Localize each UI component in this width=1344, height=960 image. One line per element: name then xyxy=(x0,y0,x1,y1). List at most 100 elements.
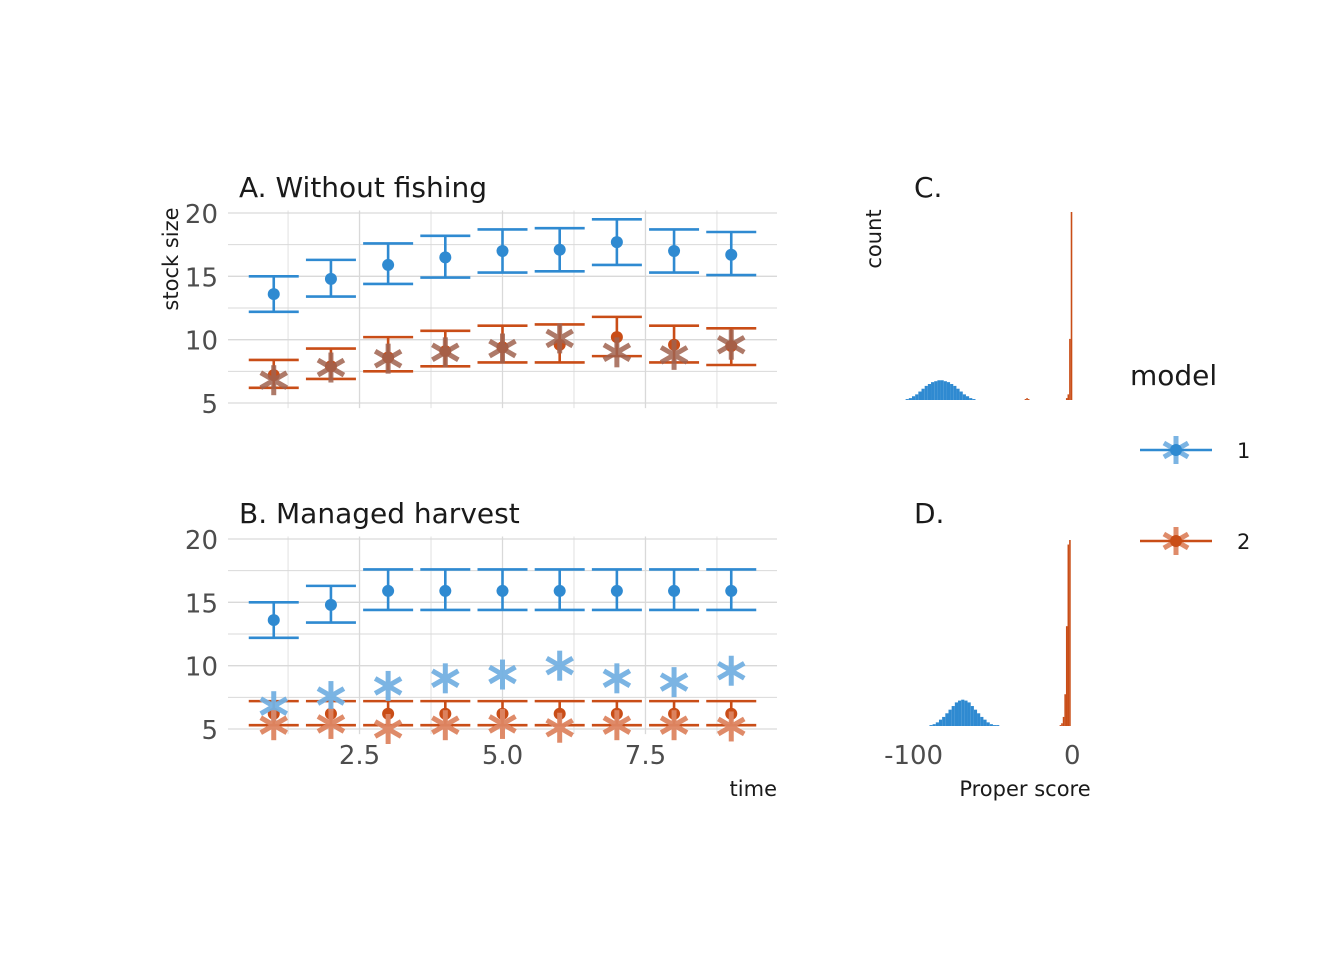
observation-star xyxy=(545,323,574,354)
observation-star-model-1 xyxy=(659,667,689,698)
mean-point-model-1 xyxy=(725,584,738,597)
histogram-bar-model-1 xyxy=(980,716,984,726)
histogram-bar-model-1 xyxy=(958,700,962,726)
histogram-bar-model-1 xyxy=(945,713,949,726)
legend-label: 2 xyxy=(1237,530,1250,554)
observation-star xyxy=(373,343,403,374)
histogram-bar-model-2 xyxy=(1059,725,1062,726)
mean-point-model-1 xyxy=(668,584,681,597)
panel-b-x-axis-label: time xyxy=(730,777,777,801)
histogram-bar-model-1 xyxy=(986,722,990,726)
legend-point xyxy=(1170,535,1182,547)
observation-star-model-2 xyxy=(602,710,632,741)
observation-star xyxy=(488,333,517,364)
panel-a-y-axis-label: stock size xyxy=(159,207,183,310)
mean-point-model-1 xyxy=(553,243,566,256)
histogram-bar-model-1 xyxy=(908,398,912,400)
mean-point-model-1 xyxy=(439,584,452,597)
histogram-bar-model-1 xyxy=(935,722,939,726)
histogram-bar-model-1 xyxy=(942,716,946,726)
panel-c-histogram xyxy=(905,212,1073,400)
mean-point-model-1 xyxy=(610,236,623,249)
histogram-bar-model-1 xyxy=(931,382,935,400)
observation-star-model-1 xyxy=(316,681,346,712)
observation-star xyxy=(431,337,460,368)
observation-star-model-2 xyxy=(316,708,346,739)
observation-star-model-1 xyxy=(373,670,403,701)
histogram-bar-model-2 xyxy=(1067,544,1070,726)
mean-point-model-1 xyxy=(324,272,337,285)
legend: model 12 xyxy=(1130,359,1250,555)
panel-d-x-tick-labels: -100 0 xyxy=(884,741,1081,771)
legend-title: model xyxy=(1130,359,1217,392)
histogram-bar-model-1 xyxy=(932,724,936,726)
panel-d: D. -100 0 Proper score xyxy=(884,497,1091,801)
histogram-bar-model-1 xyxy=(962,394,966,400)
mean-point-model-1 xyxy=(439,251,452,264)
histogram-bar-model-1 xyxy=(961,699,965,726)
legend-key-model-1: 1 xyxy=(1140,436,1250,464)
mean-point-model-2 xyxy=(610,331,623,344)
x-tick-label: 2.5 xyxy=(339,741,380,771)
observation-star-model-1 xyxy=(488,659,517,690)
histogram-bar-model-1 xyxy=(927,384,932,400)
mean-point-model-1 xyxy=(725,248,738,261)
panel-a: A. Without fishing stock size 5 10 15 20 xyxy=(159,171,777,420)
histogram-bar-model-1 xyxy=(954,702,959,726)
observation-star-model-2 xyxy=(659,710,689,741)
panel-d-title: D. xyxy=(914,497,944,530)
histogram-bar-model-1 xyxy=(973,709,978,726)
histogram-bar-model-1 xyxy=(969,398,973,400)
mean-point-model-1 xyxy=(324,598,337,611)
histogram-bar-model-1 xyxy=(959,391,963,400)
panel-c: C. count xyxy=(862,171,1073,400)
panel-c-y-axis-label: count xyxy=(862,209,886,268)
histogram-bar-model-2 xyxy=(1067,394,1070,400)
observation-star-model-1 xyxy=(602,663,632,694)
mean-point-model-1 xyxy=(610,584,623,597)
y-tick-label: 15 xyxy=(185,589,218,619)
observation-star xyxy=(316,352,346,383)
x-tick-label: 5.0 xyxy=(482,741,523,771)
histogram-bar-model-1 xyxy=(989,724,993,726)
observation-star-model-2 xyxy=(259,710,288,741)
panel-c-title: C. xyxy=(914,171,942,204)
observation-star-model-2 xyxy=(717,711,746,742)
mean-point-model-1 xyxy=(496,584,509,597)
histogram-bar-model-1 xyxy=(937,380,941,400)
histogram-bar-model-2 xyxy=(1026,398,1028,400)
histogram-bar-model-2 xyxy=(1024,399,1027,400)
observation-star xyxy=(659,339,689,370)
legend-keys: 12 xyxy=(1140,436,1250,555)
mean-point-model-1 xyxy=(668,245,681,257)
histogram-bar-model-1 xyxy=(921,388,925,400)
histogram-bar-model-2 xyxy=(1061,723,1063,726)
panel-a-marks xyxy=(248,218,757,396)
histogram-bar-model-1 xyxy=(938,719,943,726)
histogram-bar-model-1 xyxy=(951,706,955,726)
y-tick-label: 20 xyxy=(185,200,218,230)
mean-point-model-1 xyxy=(496,245,509,257)
observation-star-model-1 xyxy=(431,663,460,694)
mean-point-model-1 xyxy=(267,288,280,301)
observation-star-model-1 xyxy=(545,650,574,681)
histogram-bar-model-1 xyxy=(915,394,919,400)
histogram-bar-model-1 xyxy=(924,385,928,400)
histogram-bar-model-1 xyxy=(996,725,1000,726)
mean-point-model-1 xyxy=(267,614,280,627)
observation-star-model-2 xyxy=(545,712,574,743)
x-tick-label: -100 xyxy=(884,741,943,771)
histogram-bar-model-2 xyxy=(1062,716,1065,726)
histogram-bar-model-1 xyxy=(956,388,960,400)
legend-key-model-2: 2 xyxy=(1140,527,1250,555)
observation-star xyxy=(602,337,632,368)
histogram-bar-model-1 xyxy=(940,380,944,400)
y-tick-label: 5 xyxy=(201,716,218,746)
y-tick-label: 15 xyxy=(185,263,218,293)
legend-label: 1 xyxy=(1237,439,1250,463)
histogram-bar-model-1 xyxy=(983,719,987,726)
histogram-bar-model-1 xyxy=(918,391,922,400)
histogram-bar-model-1 xyxy=(929,725,933,726)
panel-d-histogram xyxy=(929,540,1071,726)
